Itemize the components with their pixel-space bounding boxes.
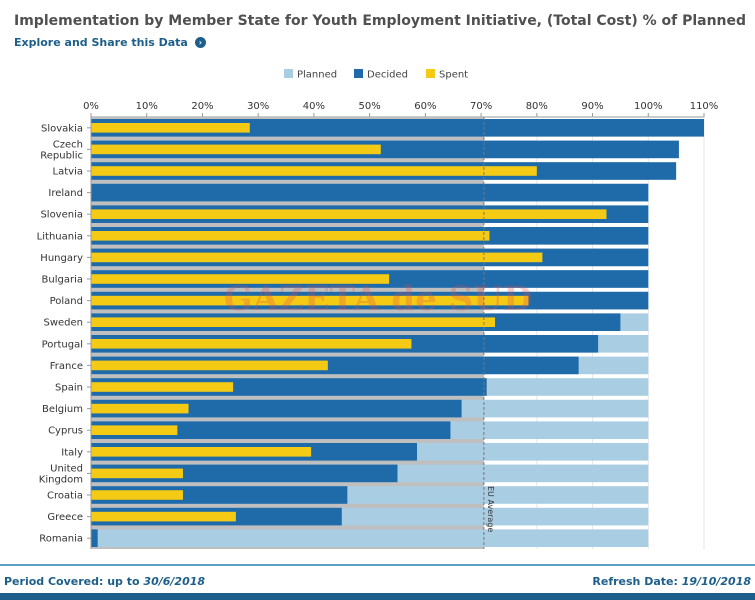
eu-average-label: EU Average — [486, 486, 495, 532]
bar-spent[interactable] — [91, 166, 537, 176]
category-label: Greece — [47, 512, 83, 523]
explore-share-label: Explore and Share this Data — [14, 36, 188, 49]
bar-spent[interactable] — [91, 252, 543, 263]
bar-spent[interactable] — [91, 209, 607, 219]
legend-label: Spent — [439, 70, 468, 81]
footer-divider — [0, 564, 755, 566]
period-value: 30/6/2018 — [143, 575, 206, 588]
category-label: Croatia — [47, 491, 83, 502]
watermark: GAZETA de SUD — [224, 279, 533, 319]
category-label: Portugal — [42, 339, 83, 350]
period-label: Period Covered: up to — [4, 575, 140, 588]
explore-share-link[interactable]: Explore and Share this Data › — [14, 36, 206, 49]
bar-decided[interactable] — [91, 421, 451, 439]
x-tick-label: 0% — [83, 101, 99, 112]
legend-swatch — [354, 69, 363, 78]
bar-spent[interactable] — [91, 447, 312, 457]
category-label: Spain — [55, 383, 83, 394]
bar-spent[interactable] — [91, 468, 183, 479]
legend-swatch — [426, 69, 435, 78]
x-tick-label: 110% — [690, 101, 719, 112]
y-axis: Slovakia Czech Republic Latvia Ireland Sloven… — [37, 117, 92, 549]
category-label: Poland — [50, 296, 83, 307]
bar-spent[interactable] — [91, 123, 250, 133]
x-tick-label: 50% — [359, 101, 381, 112]
category-label: France — [50, 361, 83, 372]
plot-area: EU Average — [90, 117, 705, 549]
x-tick-label: 70% — [470, 101, 492, 112]
refresh-date: Refresh Date: 19/10/2018 — [592, 575, 751, 588]
bar-spent[interactable] — [91, 382, 234, 392]
x-tick-label: 90% — [581, 101, 603, 112]
category-label: Latvia — [53, 167, 83, 178]
x-tick-label: 80% — [526, 101, 548, 112]
category-label: Cyprus — [48, 426, 83, 437]
bar-spent[interactable] — [91, 360, 328, 371]
bar-spent[interactable] — [91, 144, 381, 155]
category-label: Sweden — [43, 318, 83, 329]
bar-spent[interactable] — [91, 490, 183, 500]
bar-planned[interactable] — [91, 529, 649, 547]
category-label: Ireland — [48, 188, 83, 199]
bar-spent[interactable] — [91, 511, 236, 522]
bar-spent[interactable] — [91, 403, 189, 414]
category-label: United Kingdom — [39, 463, 83, 485]
bar-spent[interactable] — [91, 339, 412, 349]
legend-item-planned[interactable]: Planned — [284, 69, 337, 81]
bar-spent[interactable] — [91, 317, 496, 327]
bottom-bar — [0, 593, 755, 600]
bar-spent[interactable] — [91, 295, 529, 306]
category-label: Italy — [61, 447, 83, 458]
category-label: Slovenia — [40, 210, 83, 221]
eu-average-band — [91, 117, 484, 549]
chevron-right-circle-icon: › — [194, 37, 206, 48]
category-label: Bulgaria — [42, 275, 83, 286]
bar-decided[interactable] — [91, 529, 98, 547]
legend-label: Decided — [367, 70, 408, 81]
x-tick-label: 20% — [191, 101, 213, 112]
category-label: Belgium — [42, 404, 83, 415]
category-label: Romania — [39, 534, 83, 545]
bar-spent[interactable] — [91, 231, 490, 241]
legend-item-decided[interactable]: Decided — [354, 69, 408, 81]
x-tick-label: 100% — [634, 101, 663, 112]
chart-title: Implementation by Member State for Youth… — [14, 13, 747, 29]
bar-decided[interactable] — [91, 183, 649, 202]
refresh-value: 19/10/2018 — [681, 575, 751, 588]
period-covered: Period Covered: up to 30/6/2018 — [4, 575, 205, 588]
x-axis: 0% 10% 20% 30% 40% 50% 60% 70% 80% 90% 100% 110% — [83, 101, 719, 118]
x-tick-label: 40% — [303, 101, 325, 112]
bar-spent[interactable] — [91, 425, 178, 435]
chart-legend: Planned Decided Spent — [284, 69, 468, 81]
bar-spent[interactable] — [91, 274, 390, 284]
category-label: Czech Republic — [40, 139, 83, 161]
legend-swatch — [284, 69, 293, 78]
bar-chart: Planned Decided Spent 0% 10% 20% 30% 40% 50% 60%… — [37, 69, 719, 549]
category-label: Slovakia — [41, 123, 83, 134]
x-tick-label: 10% — [136, 101, 158, 112]
x-tick-label: 30% — [247, 101, 269, 112]
legend-label: Planned — [297, 70, 337, 81]
category-label: Hungary — [40, 253, 83, 264]
x-tick-label: 60% — [414, 101, 436, 112]
refresh-label: Refresh Date: — [592, 575, 678, 588]
category-label: Lithuania — [37, 231, 83, 242]
legend-item-spent[interactable]: Spent — [426, 69, 468, 81]
